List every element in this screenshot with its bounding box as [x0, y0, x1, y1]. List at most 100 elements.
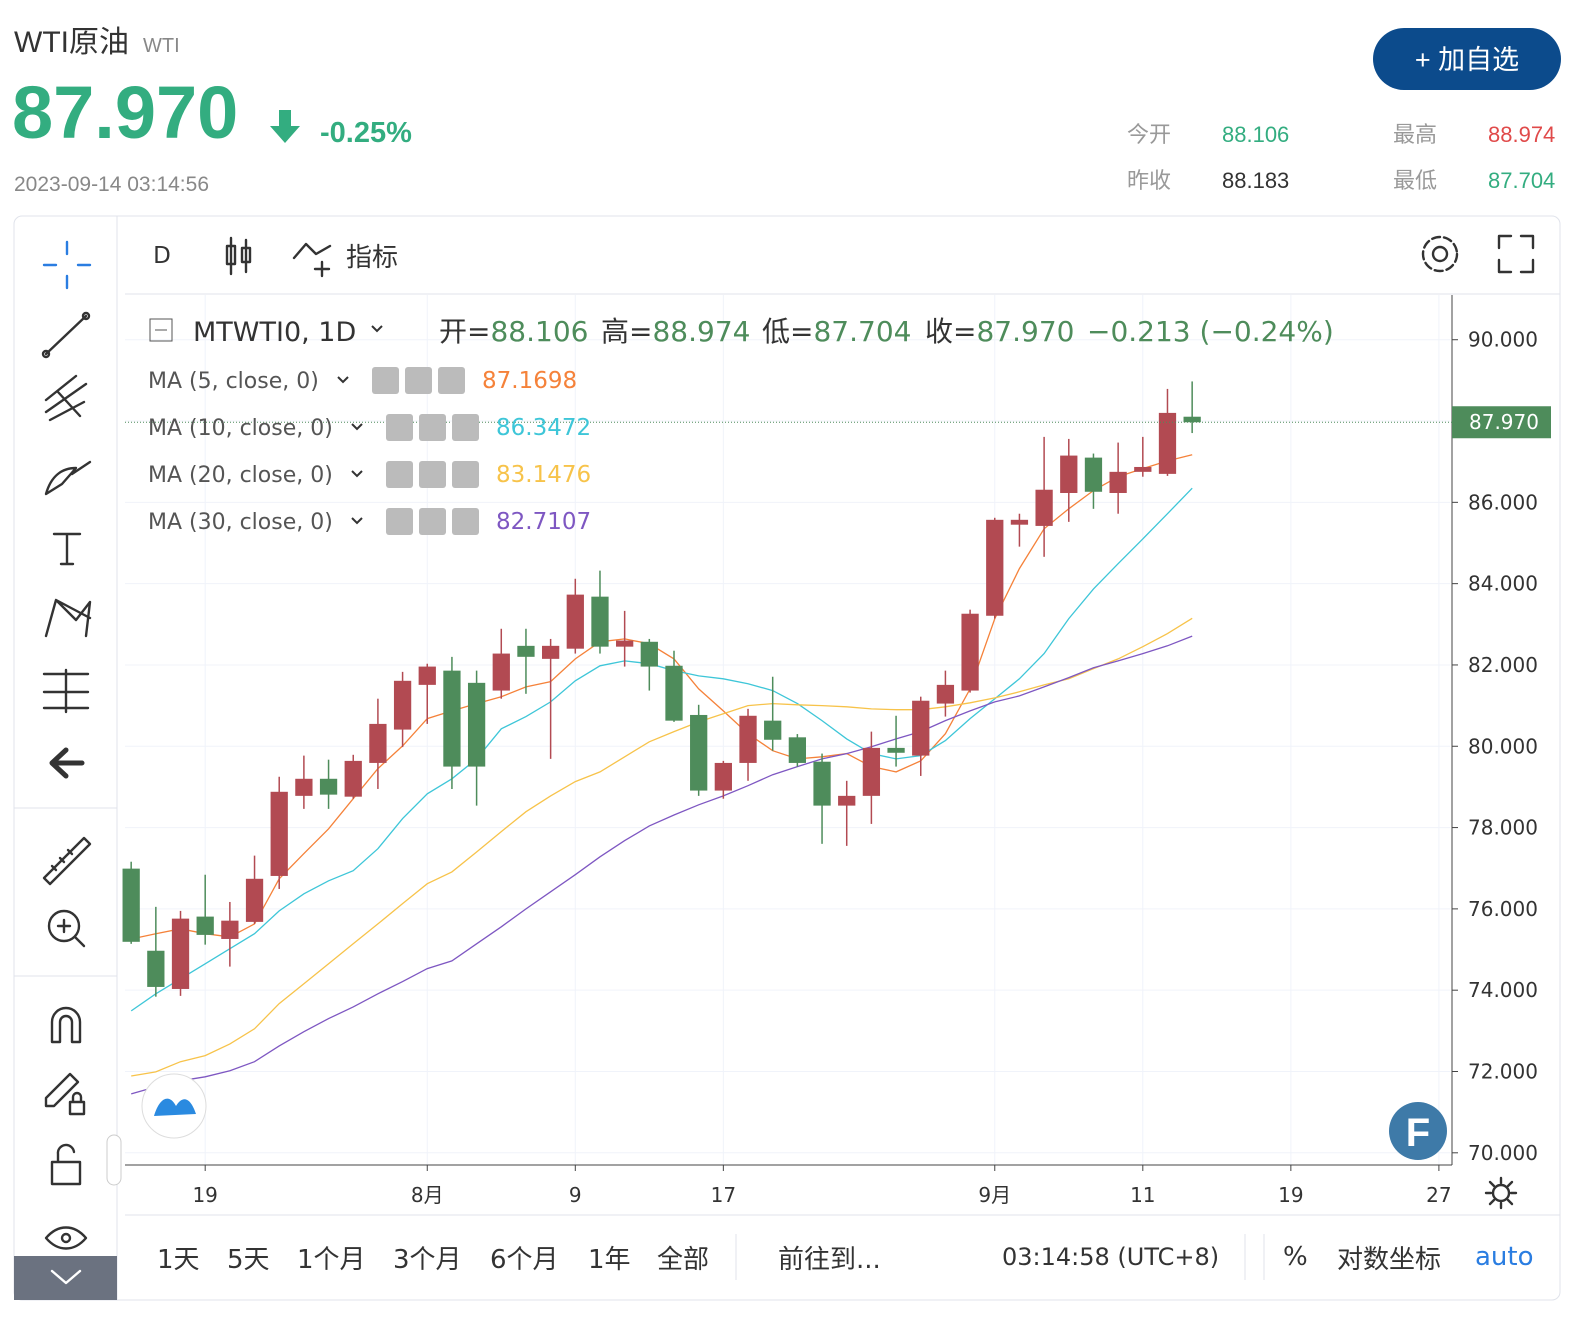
indicator-icon[interactable] [292, 242, 332, 278]
last-price-tag [1452, 406, 1551, 439]
watermark-logo-shape [154, 1098, 196, 1116]
x-tick-label: 9 [569, 1183, 582, 1207]
side-toggle[interactable] [106, 1134, 122, 1186]
collapse-toolbar[interactable] [14, 1256, 117, 1300]
add-watchlist-label[interactable]: + 加自选 [1415, 45, 1519, 75]
range-button[interactable]: 全部 [657, 1245, 709, 1275]
ohlc-value: 88.974 [652, 315, 750, 348]
ma-legend-name: MA (10, close, 0) [148, 416, 333, 441]
log-button[interactable]: 对数坐标 [1337, 1245, 1441, 1275]
y-tick-label: 80.000 [1468, 734, 1538, 758]
ma-legend-control[interactable] [419, 508, 446, 535]
y-tick-label: 74.000 [1468, 978, 1538, 1002]
interval-button[interactable]: D [153, 243, 171, 269]
candle-body [714, 762, 732, 791]
candle-body [1183, 416, 1201, 423]
ohlc-label: 收= [925, 315, 976, 348]
candle-body [813, 761, 831, 806]
candle-body [640, 641, 658, 667]
auto-button[interactable]: auto [1475, 1242, 1534, 1272]
candle-body [788, 737, 807, 763]
ma-legend-control[interactable] [419, 414, 446, 441]
fullscreen-button[interactable] [1497, 234, 1535, 274]
chart-type-button[interactable] [225, 236, 252, 276]
candle-body [418, 666, 436, 685]
ma-legend-value: 83.1476 [496, 462, 591, 488]
collapse-legend[interactable] [149, 318, 173, 342]
axis-settings[interactable] [1484, 1176, 1518, 1210]
candle-body [838, 795, 856, 806]
candle-body [1109, 471, 1127, 493]
price: 87.970 [12, 71, 238, 154]
collapse-icon[interactable] [50, 1269, 82, 1285]
last-price-label: 87.970 [1469, 410, 1539, 434]
instrument-code: WTI [143, 35, 180, 57]
down-arrow [270, 110, 300, 143]
percent-button[interactable]: % [1283, 1242, 1308, 1272]
range-button[interactable]: 1天 [157, 1245, 200, 1275]
ma-legend-control[interactable] [438, 367, 465, 394]
candle-body [690, 714, 708, 791]
ma-legend-control[interactable] [452, 508, 479, 535]
range-button[interactable]: 1个月 [297, 1245, 366, 1275]
candle-body [887, 747, 905, 753]
x-tick-label: 27 [1426, 1183, 1451, 1207]
y-tick-label: 76.000 [1468, 897, 1538, 921]
candle-body [492, 653, 510, 691]
y-tick-label: 86.000 [1468, 490, 1538, 514]
ma-legend-control[interactable] [452, 414, 479, 441]
goto-button[interactable]: 前往到... [778, 1245, 881, 1275]
ohlc-value: 88.106 [490, 315, 588, 348]
candle-body [961, 613, 979, 691]
candle-body [517, 645, 535, 657]
candle-body [936, 684, 955, 704]
ma-legend-control[interactable] [405, 367, 432, 394]
stat-value: 88.183 [1222, 168, 1289, 193]
clock: 03:14:58 (UTC+8) [1002, 1243, 1219, 1271]
ma-legend-control[interactable] [419, 461, 446, 488]
x-tick-label: 19 [1278, 1183, 1303, 1207]
settings-button[interactable] [1421, 235, 1459, 273]
y-tick-label: 82.000 [1468, 653, 1538, 677]
candle-body [196, 916, 214, 935]
candle-body [443, 670, 461, 767]
x-tick-label: 9月 [978, 1183, 1011, 1207]
symbol-caret [371, 325, 383, 333]
ma-legend-control[interactable] [452, 461, 479, 488]
candle-body [270, 791, 288, 876]
ma-line [131, 454, 1193, 940]
ma-line [131, 635, 1193, 1095]
y-tick-label: 90.000 [1468, 328, 1538, 352]
candle-body [616, 640, 634, 647]
candle-body [764, 720, 782, 740]
ma-legend-control[interactable] [372, 367, 399, 394]
ma-legend-control[interactable] [386, 461, 413, 488]
range-button[interactable]: 6个月 [490, 1245, 559, 1275]
candle-body [1134, 466, 1152, 472]
range-button[interactable]: 1年 [588, 1245, 631, 1275]
candle-body [344, 760, 362, 797]
y-tick-label: 70.000 [1468, 1141, 1538, 1165]
add-watchlist-button[interactable] [1373, 28, 1561, 90]
drawing-tools[interactable] [41, 240, 92, 1250]
range-button[interactable]: 3个月 [393, 1245, 462, 1275]
y-tick-label: 72.000 [1468, 1059, 1538, 1083]
candle-body [541, 645, 560, 659]
candle-body [665, 665, 683, 721]
stat-value: 88.974 [1488, 122, 1555, 147]
candle-body [1060, 455, 1078, 493]
range-button[interactable]: 5天 [227, 1245, 270, 1275]
stat-label: 最低 [1393, 168, 1437, 193]
stat-label: 昨收 [1127, 168, 1171, 193]
stat-label: 今开 [1127, 122, 1171, 147]
candle-body [912, 700, 930, 756]
plot [122, 295, 1450, 1165]
ma-legend-value: 87.1698 [482, 368, 577, 394]
ma-legend-control[interactable] [386, 508, 413, 535]
candle-body [393, 680, 412, 730]
candle-body [369, 723, 387, 763]
candle-body [147, 950, 165, 987]
ma-legend-control[interactable] [386, 414, 413, 441]
indicators-button[interactable]: 指标 [346, 243, 398, 273]
